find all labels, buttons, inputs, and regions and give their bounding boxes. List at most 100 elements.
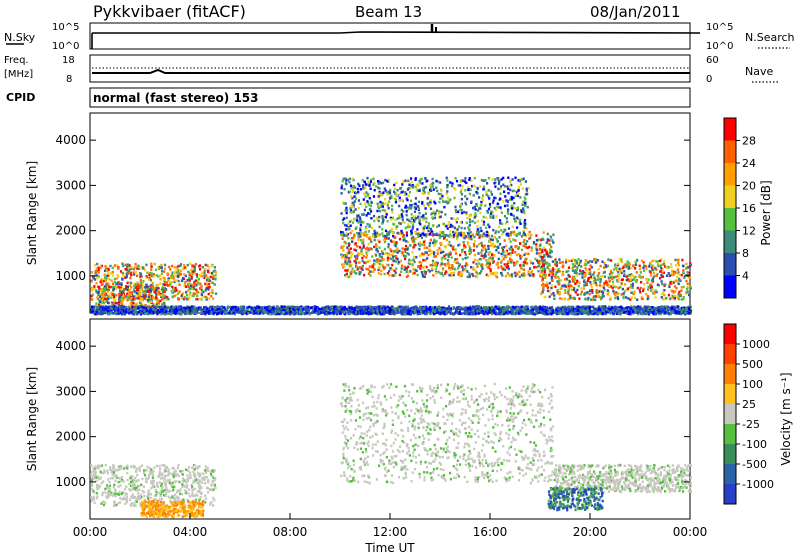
power-cell-5-950	[541, 308, 544, 312]
power-cell-3-871	[490, 210, 493, 213]
power-cell-3-225	[469, 235, 472, 238]
power-cell-0-419	[208, 297, 211, 300]
power-cell-3-312	[420, 177, 423, 181]
power-cell-3-463	[487, 223, 490, 226]
power-cell-2-883	[502, 253, 505, 257]
power-cell-3-338	[388, 191, 392, 195]
power-cell-2-51	[508, 252, 511, 255]
power-cell-3-440	[368, 208, 371, 211]
power-cell-2-892	[350, 252, 354, 256]
power-cell-3-345	[408, 219, 411, 222]
power-cell-5-955	[509, 311, 512, 315]
power-cell-2-271	[464, 253, 467, 256]
power-cell-2-466	[392, 255, 395, 258]
power-cell-4-19	[655, 268, 658, 271]
power-cell-2-160	[355, 249, 358, 252]
power-cell-5-665	[513, 307, 516, 311]
power-cell-0-510	[110, 271, 113, 275]
power-cell-4-526	[558, 279, 561, 283]
power-cell-5-952	[212, 306, 215, 309]
power-cell-3-729	[394, 218, 397, 222]
power-cell-2-987	[448, 264, 451, 267]
power-cell-2-924	[416, 232, 419, 236]
power-cell-2-568	[431, 241, 434, 245]
power-cell-5-1308	[556, 310, 560, 313]
power-cell-2-109	[409, 270, 412, 273]
power-cell-1-313	[150, 285, 153, 289]
power-cell-4-687	[642, 289, 645, 293]
power-cell-5-75	[344, 308, 347, 312]
power-cell-4-578	[621, 278, 624, 281]
power-cell-2-624	[386, 272, 389, 275]
power-cell-0-173	[129, 276, 132, 280]
power-cell-4-695	[602, 271, 605, 274]
power-cell-2-505	[449, 271, 453, 275]
power-cell-3-172	[511, 178, 514, 181]
power-cell-4-589	[673, 297, 676, 300]
power-cell-3-829	[346, 227, 349, 230]
power-cell-4-657	[575, 271, 578, 275]
power-cell-3-394	[492, 214, 495, 218]
nsky-label: N.Sky	[4, 31, 36, 44]
power-cell-0-483	[191, 273, 194, 276]
power-cell-2-334	[352, 236, 355, 239]
power-cell-3-554	[384, 229, 388, 233]
power-cell-0-366	[191, 267, 194, 270]
power-cell-3-482	[418, 179, 421, 183]
power-cell-2-1003	[389, 257, 392, 260]
power-cell-0-552	[131, 298, 135, 301]
power-cell-4-297	[541, 290, 544, 293]
power-cell-0-231	[181, 279, 184, 282]
power-cell-0-314	[157, 275, 160, 278]
power-cell-3-872	[400, 191, 403, 194]
power-cell-2-491	[401, 253, 404, 256]
power-cell-3-484	[405, 234, 408, 237]
power-cell-4-125	[617, 271, 620, 274]
power-cell-4-606	[613, 292, 616, 295]
power-cell-2-962	[487, 261, 490, 265]
power-cell-4-225	[572, 266, 575, 269]
power-cell-2-379	[391, 274, 394, 277]
power-cell-0-144	[210, 280, 213, 284]
power-cell-1-266	[143, 292, 146, 295]
power-cell-0-485	[145, 275, 149, 279]
power-cell-3-819	[513, 189, 516, 193]
power-cell-4-536	[594, 259, 597, 262]
power-cell-2-260	[355, 262, 358, 265]
power-cell-2-925	[507, 260, 510, 263]
power-cell-4-326	[689, 263, 693, 267]
power-cell-3-492	[422, 214, 425, 217]
power-cell-5-189	[652, 306, 655, 309]
power-cell-2-76	[359, 233, 362, 236]
power-cell-2-682	[458, 232, 461, 235]
power-cell-3-252	[341, 218, 345, 222]
power-cell-3-726	[446, 190, 449, 193]
power-cell-2-2	[427, 253, 430, 257]
power-cell-2-499	[343, 262, 346, 266]
power-cell-4-540	[567, 292, 570, 296]
power-cell-0-341	[195, 275, 199, 278]
power-cell-5-1092	[94, 310, 97, 313]
power-cell-4-102	[567, 290, 570, 294]
power-cell-1-276	[97, 291, 100, 294]
power-cell-3-754	[430, 230, 433, 233]
power-cell-4-241	[624, 296, 628, 299]
power-cell-2-778	[514, 245, 517, 248]
nave-tick-top: 60	[706, 55, 719, 66]
power-cell-2-352	[353, 270, 356, 273]
power-cell-5-289	[511, 308, 514, 312]
power-cell-3-646	[517, 189, 520, 192]
power-cell-4-668	[576, 279, 579, 283]
power-cell-2-88	[361, 268, 364, 271]
power-cell-3-772	[406, 198, 409, 202]
power-cell-3-578	[422, 217, 425, 220]
power-cell-3-647	[428, 233, 431, 236]
power-cell-2-1011	[516, 261, 519, 264]
power-cell-3-730	[344, 177, 347, 180]
power-cell-4-460	[617, 263, 620, 267]
power-cell-2-476	[478, 242, 481, 246]
power-cell-3-446	[491, 201, 495, 204]
power-cell-4-489	[663, 293, 666, 297]
power-cell-3-91	[521, 187, 524, 190]
power-cell-3-750	[385, 190, 388, 194]
